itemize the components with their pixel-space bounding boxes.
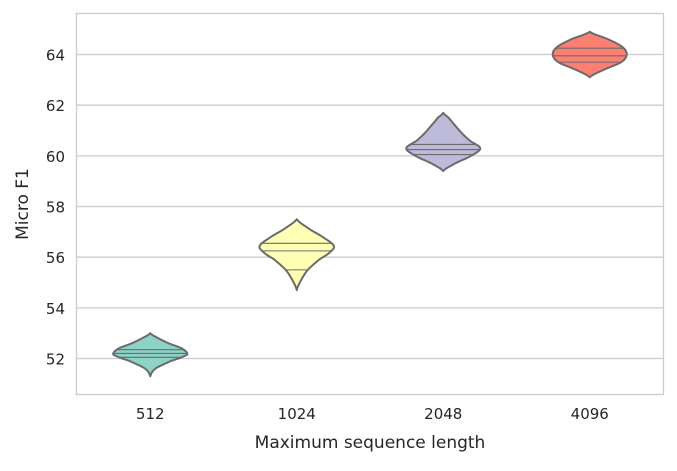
x-tick-label: 512 — [136, 405, 165, 423]
y-tick-label: 62 — [46, 97, 65, 115]
violin-2048 — [405, 111, 482, 173]
violin-layer — [112, 30, 628, 378]
x-tick-label: 4096 — [571, 405, 609, 423]
y-tick-label: 52 — [46, 351, 65, 369]
y-tick-label: 58 — [46, 199, 65, 217]
violin-512 — [112, 332, 189, 378]
grid-layer — [77, 53, 663, 360]
violin-1024 — [258, 218, 336, 292]
y-tick-label: 60 — [46, 148, 65, 166]
y-tick-label: 56 — [46, 249, 65, 267]
x-axis-label: Maximum sequence length — [255, 433, 486, 453]
y-tick-label: 64 — [46, 47, 65, 65]
plot-frame — [75, 12, 665, 396]
violin-4096 — [551, 30, 628, 79]
y-axis-label: Micro F1 — [13, 168, 33, 240]
x-tick-label: 2048 — [424, 405, 462, 423]
tick-layer: 52 54 56 58 60 62 64 512 1024 2048 4096 — [46, 47, 609, 423]
x-tick-label: 1024 — [278, 405, 316, 423]
y-tick-label: 54 — [46, 300, 65, 318]
